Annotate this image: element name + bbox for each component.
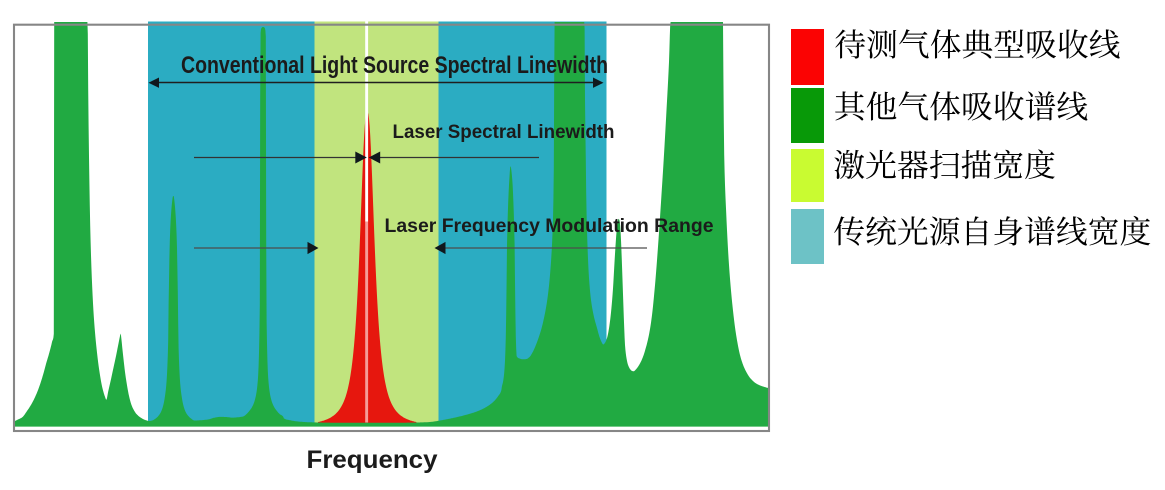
svg-text:Laser Spectral Linewidth: Laser Spectral Linewidth (393, 122, 615, 143)
svg-text:Frequency: Frequency (307, 446, 438, 474)
svg-text:Conventional Light Source Spec: Conventional Light Source Spectral Linew… (181, 52, 608, 79)
svg-text:Laser Frequency Modulation Ran: Laser Frequency Modulation Range (385, 216, 714, 237)
